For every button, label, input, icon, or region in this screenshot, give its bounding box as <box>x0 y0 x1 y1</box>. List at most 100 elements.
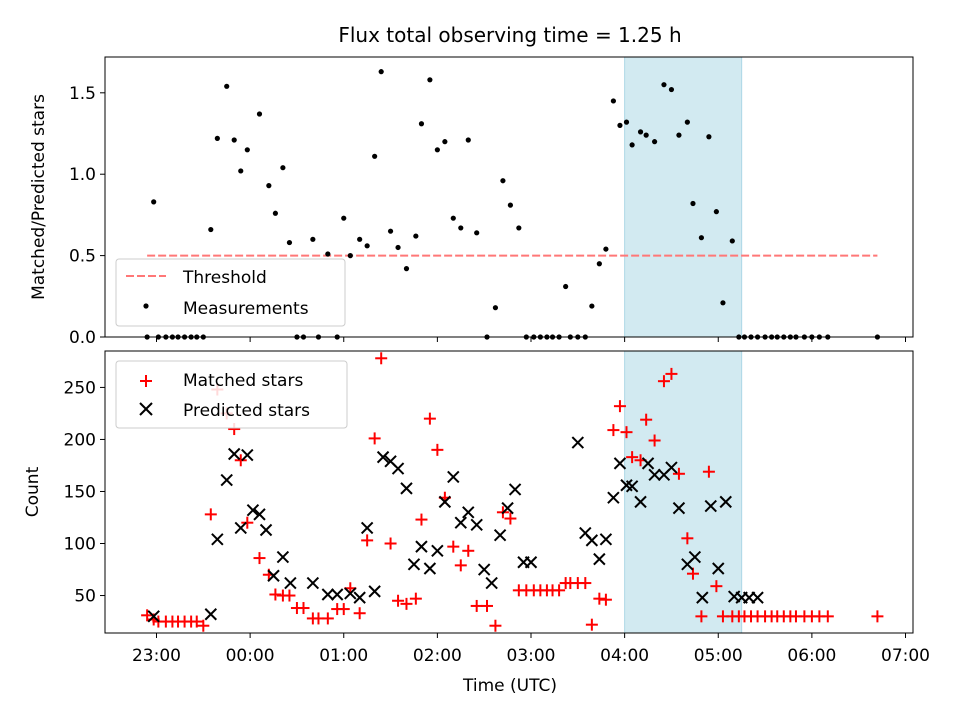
matched-star-point <box>375 352 388 365</box>
top-x-ticks <box>155 337 907 342</box>
matched-star-point <box>553 584 566 597</box>
measurement-points <box>144 69 881 340</box>
measurement-point <box>450 215 456 221</box>
matched-star-point <box>384 537 397 550</box>
bottom-shaded-span <box>624 350 743 634</box>
measurement-point <box>427 77 433 83</box>
predicted-star-point <box>431 544 444 558</box>
measurement-point <box>341 215 347 221</box>
measurement-point <box>676 132 682 138</box>
predicted-star-point <box>391 462 405 475</box>
measurement-point <box>596 261 602 267</box>
measurement-point <box>458 225 464 231</box>
matched-star-point <box>241 516 254 529</box>
matched-star-point <box>283 589 296 602</box>
predicted-star-point <box>585 534 599 547</box>
predicted-star-point <box>344 587 357 600</box>
measurement-point <box>256 111 263 117</box>
predicted-stars-points <box>147 436 764 623</box>
measurement-point <box>403 266 410 272</box>
predicted-star-point <box>241 448 254 462</box>
matched-star-point <box>672 467 685 480</box>
predicted-star-point <box>147 610 160 623</box>
measurement-point <box>347 253 353 259</box>
predicted-star-point <box>508 483 522 496</box>
legend-measurements-swatch <box>143 303 149 309</box>
top-shaded-span <box>624 56 743 338</box>
matched-star-point <box>657 375 670 388</box>
matched-star-point <box>454 559 467 572</box>
x-tick-label: 06:00 <box>787 646 836 666</box>
legend-matched-label: Matched stars <box>183 371 303 391</box>
y-tick-label: 0.5 <box>69 247 96 267</box>
measurement-point <box>720 300 726 306</box>
measurement-point <box>395 244 401 251</box>
matched-star-point <box>695 610 708 623</box>
predicted-star-point <box>447 470 460 484</box>
bottom-axes-frame <box>104 350 914 634</box>
matched-star-point <box>409 592 422 605</box>
matched-star-point <box>321 612 334 625</box>
measurement-point <box>698 235 705 241</box>
predicted-star-point <box>696 591 709 604</box>
predicted-star-point <box>276 550 290 564</box>
matched-star-point <box>665 367 678 380</box>
predicted-star-point <box>704 499 717 513</box>
predicted-star-point <box>501 501 514 515</box>
measurement-point <box>280 165 286 171</box>
predicted-star-point <box>360 521 374 535</box>
measurement-point <box>151 199 157 205</box>
x-tick-label: 05:00 <box>694 646 743 666</box>
measurement-point <box>617 122 623 128</box>
matched-star-point <box>353 607 366 620</box>
matched-star-point <box>599 593 612 606</box>
matched-star-point <box>253 552 266 565</box>
measurement-point <box>224 83 230 89</box>
measurement-point <box>643 132 649 138</box>
x-tick-label: 07:00 <box>881 646 930 666</box>
measurement-point <box>208 226 214 233</box>
top-y-axis-label: Matched/Predicted stars <box>29 94 49 300</box>
bottom-panel: 50 100 150 200 250 23:00 00:00 01:00 02:00 03:00… <box>23 350 930 696</box>
measurement-point <box>706 134 712 140</box>
measurement-point <box>465 137 471 143</box>
predicted-star-point <box>454 516 467 529</box>
predicted-star-point <box>211 533 224 546</box>
y-tick-label: 0.0 <box>69 328 96 348</box>
matched-star-point <box>361 534 374 547</box>
measurement-point <box>214 135 220 141</box>
measurement-point <box>589 303 595 309</box>
measurement-point <box>603 246 609 252</box>
y-tick-label: 200 <box>64 430 96 450</box>
matched-star-point <box>392 594 405 607</box>
predicted-star-point <box>719 495 732 509</box>
matched-star-point <box>640 413 653 426</box>
predicted-star-point <box>599 533 613 546</box>
top-axes-frame <box>104 56 914 338</box>
measurement-point <box>661 82 667 88</box>
matched-star-point <box>613 400 626 413</box>
measurement-point <box>413 233 419 239</box>
matched-star-point <box>504 512 517 525</box>
predicted-star-point <box>415 540 428 553</box>
measurement-point <box>272 210 279 216</box>
measurement-point <box>372 153 378 159</box>
x-tick-label: 04:00 <box>600 646 649 666</box>
matched-star-point <box>297 602 310 615</box>
measurement-point <box>637 129 644 135</box>
matched-star-point <box>821 610 834 623</box>
predicted-star-point <box>524 556 538 569</box>
top-y-ticks: 0.0 0.5 1.0 1.5 <box>69 84 105 348</box>
x-tick-label: 23:00 <box>132 646 181 666</box>
matched-star-point <box>681 532 694 545</box>
measurement-point <box>668 86 675 93</box>
matched-star-point <box>447 540 460 553</box>
predicted-star-point <box>259 523 273 537</box>
predicted-star-point <box>234 521 247 535</box>
predicted-star-point <box>593 552 606 566</box>
predicted-star-point <box>665 461 678 474</box>
matched-star-point <box>368 432 381 445</box>
x-tick-label: 02:00 <box>413 646 462 666</box>
predicted-star-point <box>493 528 507 542</box>
predicted-star-point <box>220 473 233 487</box>
